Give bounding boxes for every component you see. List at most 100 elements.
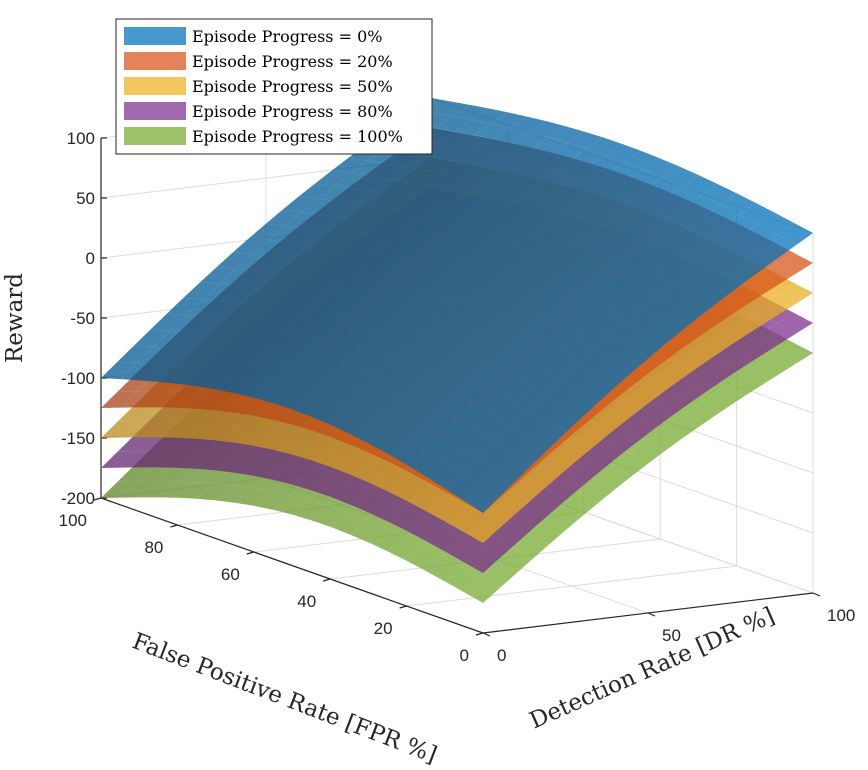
surface-patch bbox=[430, 189, 466, 207]
surface-patch bbox=[315, 170, 352, 186]
surface-patch bbox=[276, 276, 312, 294]
surface-patch bbox=[463, 517, 500, 543]
surface-patch bbox=[474, 123, 510, 139]
surface-patch bbox=[372, 178, 409, 195]
surface-patch bbox=[322, 341, 358, 364]
surface-patch bbox=[615, 220, 652, 242]
surface-patch bbox=[610, 180, 647, 200]
surface-patch bbox=[365, 402, 402, 428]
surface-patch bbox=[405, 154, 442, 170]
surface-patch bbox=[205, 301, 241, 319]
surface-patch bbox=[368, 427, 404, 454]
surface-patch bbox=[155, 465, 192, 482]
surface-patch bbox=[589, 154, 625, 173]
surface-patch bbox=[286, 351, 323, 373]
surface-patch bbox=[444, 472, 481, 501]
surface-patch bbox=[476, 256, 512, 278]
surface-patch bbox=[654, 239, 690, 262]
x-tick bbox=[246, 551, 254, 555]
surface-patch bbox=[648, 197, 685, 218]
surface-patch bbox=[595, 435, 632, 460]
surface-patch bbox=[513, 503, 549, 529]
y-tick-label: 100 bbox=[827, 606, 855, 625]
surface-patch bbox=[519, 318, 556, 343]
surface-patch bbox=[330, 409, 366, 434]
legend-swatch-3 bbox=[124, 102, 186, 120]
surface-patch bbox=[394, 198, 431, 215]
surface-patch bbox=[292, 469, 328, 491]
surface-patch bbox=[234, 487, 271, 506]
x-axis-line bbox=[100, 497, 484, 634]
surface-patch bbox=[345, 237, 381, 255]
surface-patch bbox=[538, 328, 575, 354]
surface-patch bbox=[438, 131, 475, 147]
surface-patch bbox=[579, 478, 615, 503]
surface-patch bbox=[349, 459, 385, 483]
surface-patch bbox=[462, 290, 498, 314]
surface-patch bbox=[445, 304, 482, 328]
surface-patch bbox=[612, 393, 648, 417]
surface-patch bbox=[530, 259, 567, 282]
surface-patch bbox=[556, 177, 592, 196]
surface-patch bbox=[101, 421, 137, 438]
surface-patch bbox=[391, 182, 428, 199]
surface-patch bbox=[727, 283, 764, 305]
surface-patch bbox=[491, 397, 528, 425]
surface-patch bbox=[425, 556, 462, 582]
surface-patch bbox=[487, 205, 523, 224]
surface-patch bbox=[272, 494, 309, 515]
surface-patch bbox=[234, 427, 271, 446]
surface-patch bbox=[155, 348, 192, 366]
surface-patch bbox=[139, 481, 175, 498]
surface-patch bbox=[391, 303, 427, 326]
surface-patch bbox=[360, 355, 397, 379]
surface-patch bbox=[621, 263, 657, 286]
surface-patch bbox=[407, 289, 444, 311]
surface-patch bbox=[643, 158, 680, 178]
surface-patch bbox=[200, 267, 236, 285]
surface-patch bbox=[424, 158, 461, 174]
surface-patch bbox=[282, 196, 319, 213]
surface-patch bbox=[599, 231, 635, 254]
surface-patch bbox=[246, 323, 282, 343]
surface-patch bbox=[117, 345, 154, 363]
surface-patch bbox=[470, 217, 507, 237]
surface-patch bbox=[272, 464, 309, 485]
surface-patch bbox=[524, 367, 561, 395]
x-tick-label: 60 bbox=[221, 565, 240, 584]
surface-patch bbox=[349, 519, 385, 543]
surface-patch bbox=[444, 566, 481, 593]
surface-patch bbox=[270, 366, 306, 388]
surface-patch bbox=[432, 206, 469, 225]
surface-patch bbox=[330, 482, 366, 505]
surface-patch bbox=[576, 350, 613, 376]
surface-patch bbox=[254, 256, 291, 274]
surface-patch bbox=[342, 220, 378, 237]
surface-patch bbox=[370, 163, 406, 179]
surface-patch bbox=[401, 396, 437, 423]
surface-patch bbox=[668, 206, 704, 228]
surface-patch bbox=[215, 425, 252, 443]
surface-patch bbox=[193, 352, 230, 371]
surface-patch bbox=[433, 101, 470, 117]
surface-patch bbox=[546, 445, 582, 471]
surface-patch bbox=[505, 357, 542, 383]
surface-patch bbox=[404, 422, 440, 449]
surface-patch bbox=[512, 132, 549, 149]
x-tick bbox=[93, 497, 102, 501]
legend-label-1: Episode Progress = 20% bbox=[192, 52, 393, 71]
surface-patch bbox=[221, 286, 258, 304]
surface-patch bbox=[158, 366, 194, 384]
surface-patch bbox=[233, 237, 269, 255]
surface-patch bbox=[252, 239, 288, 257]
surface-patch bbox=[425, 526, 462, 552]
surface-patch bbox=[380, 227, 417, 246]
surface-patch bbox=[482, 171, 518, 188]
surface-patch bbox=[640, 273, 676, 297]
z-axis-title: Reward bbox=[2, 273, 28, 363]
surface-patch bbox=[311, 475, 347, 497]
surface-patch bbox=[760, 234, 797, 257]
surface-patch bbox=[595, 465, 632, 490]
surface-patch bbox=[424, 275, 460, 297]
surface-patch bbox=[429, 318, 465, 342]
